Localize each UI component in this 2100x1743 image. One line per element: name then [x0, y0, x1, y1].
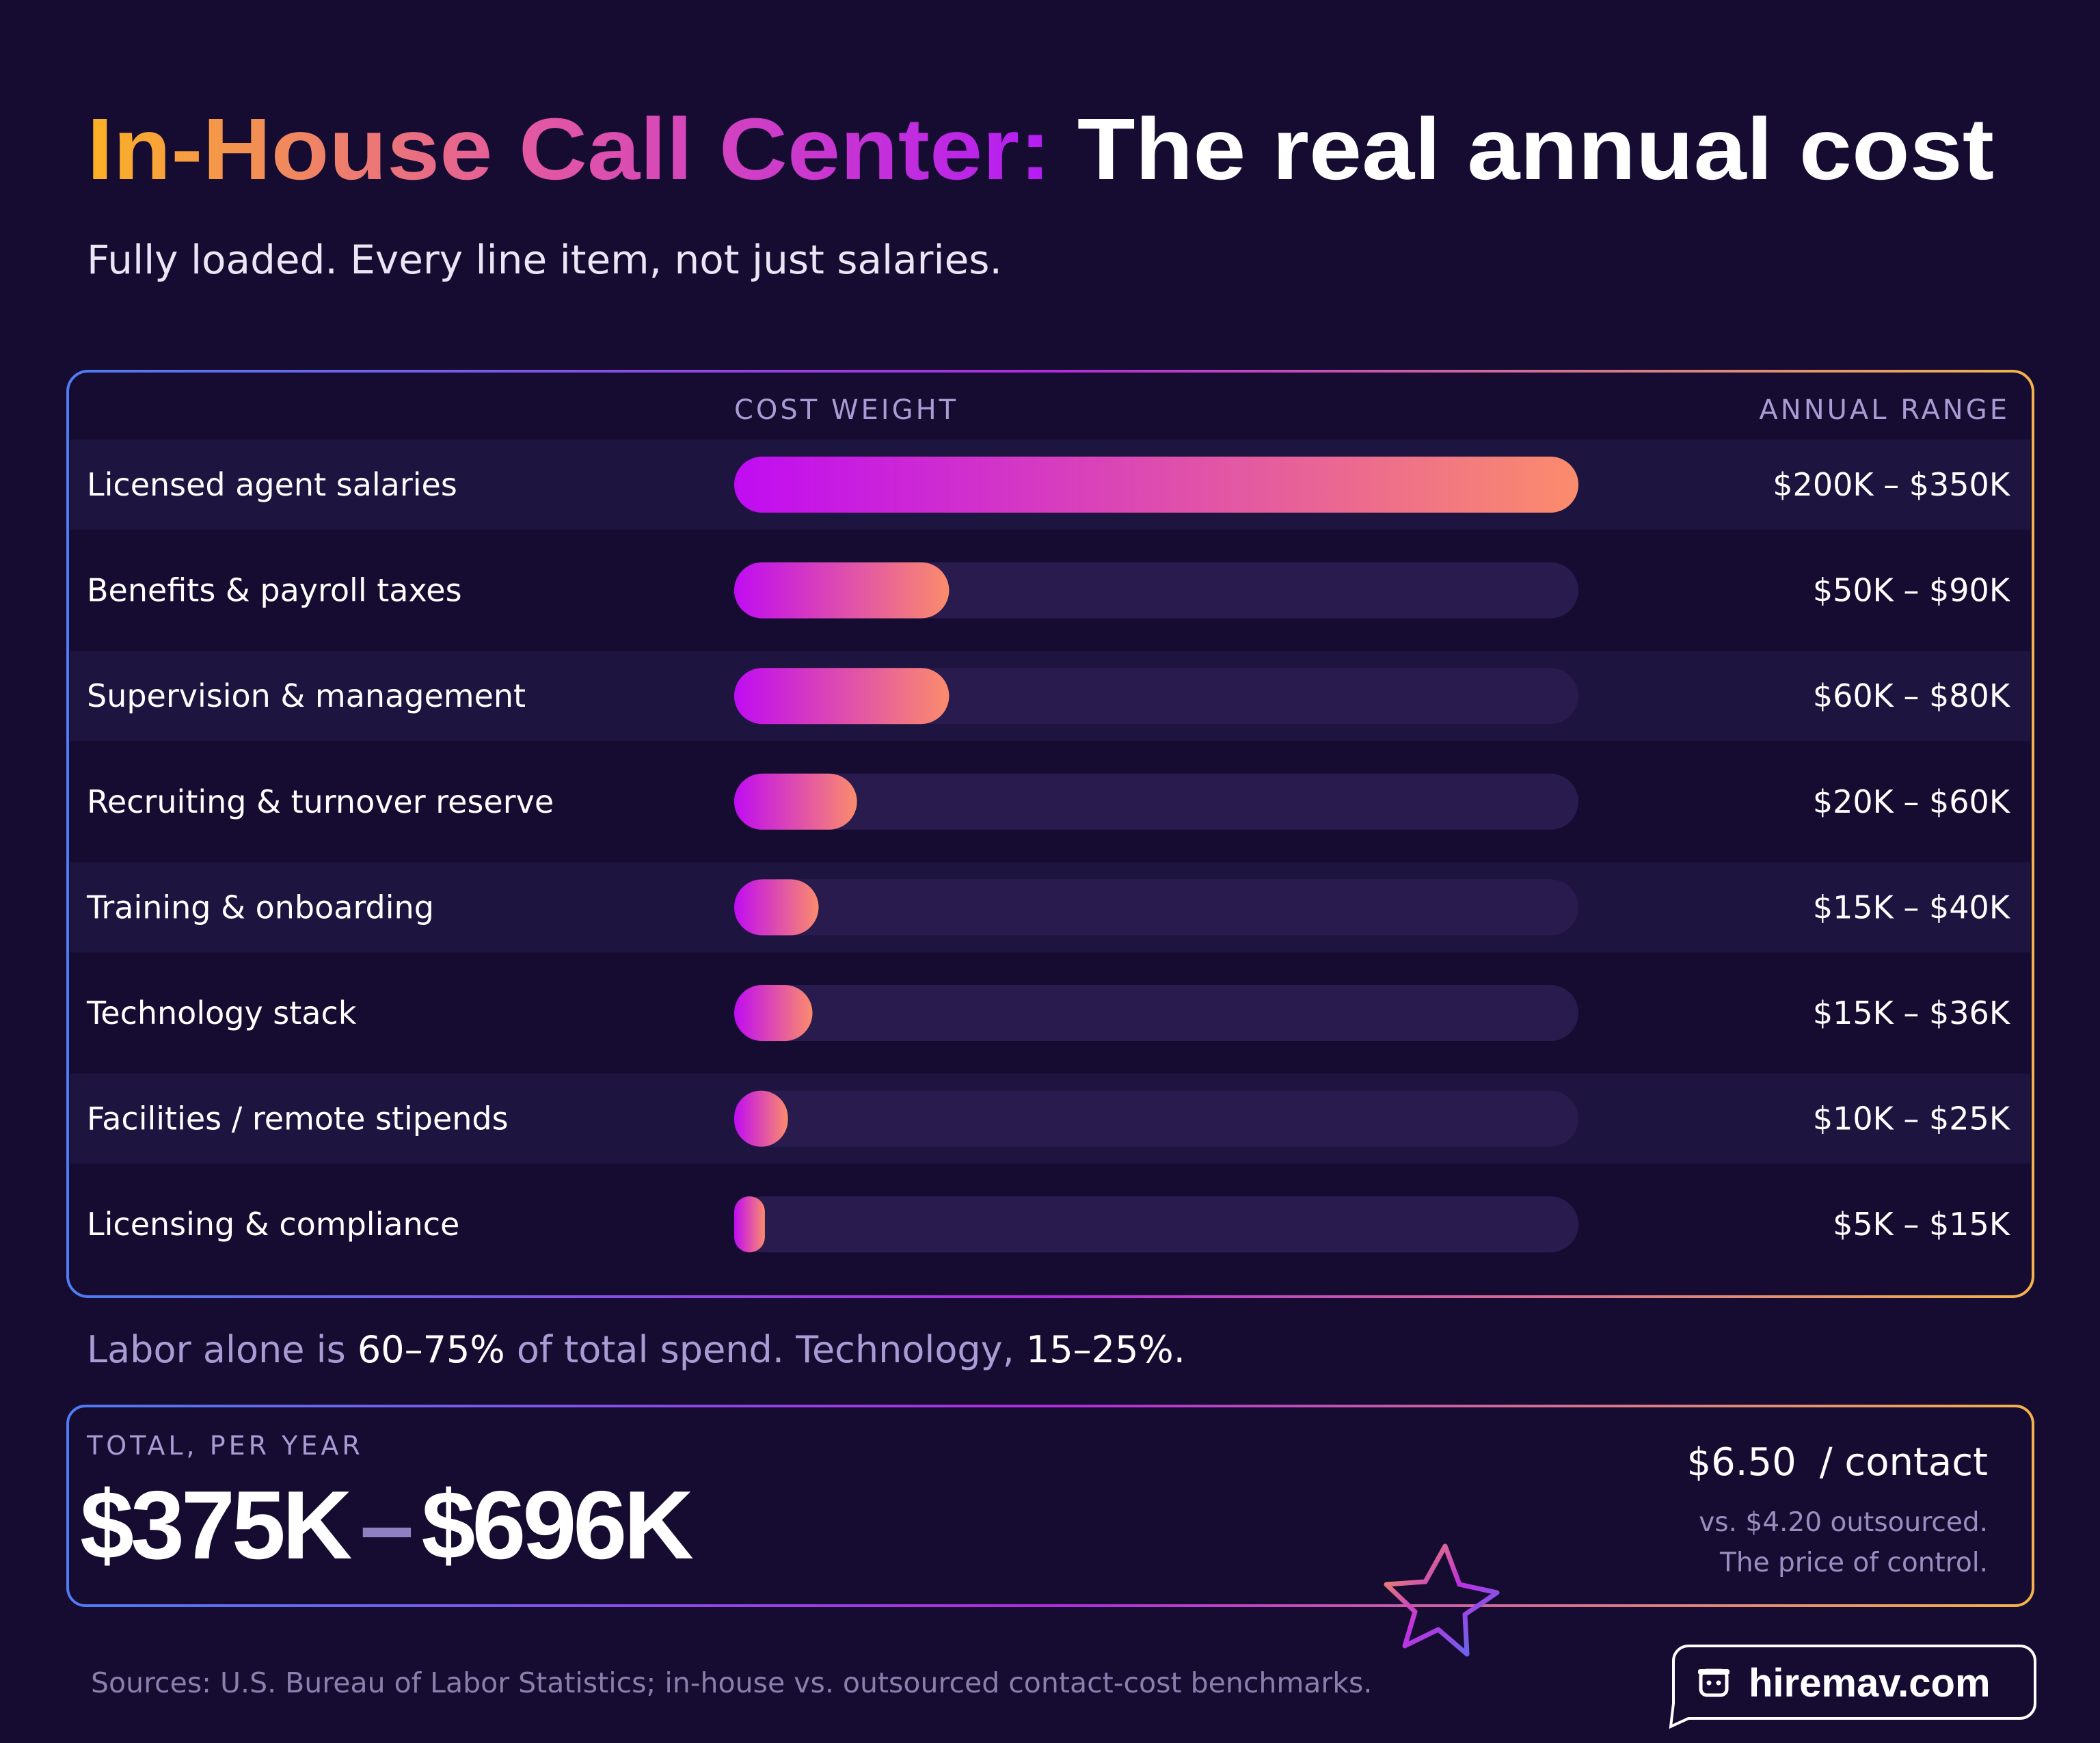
- total-low: $375K: [80, 1471, 352, 1580]
- title: In-House Call Center: The real annual co…: [87, 100, 1994, 198]
- sources: Sources: U.S. Bureau of Labor Statistics…: [91, 1666, 1372, 1699]
- row-label: Technology stack: [86, 995, 357, 1031]
- note-emphasis: 15–25%.: [1026, 1328, 1185, 1371]
- range-label: $60K – $80K: [1813, 677, 2011, 714]
- total-high: $696K: [421, 1471, 693, 1580]
- row-label: Training & onboarding: [86, 889, 434, 925]
- row-label: Licensing & compliance: [87, 1206, 459, 1243]
- tagline: The price of control.: [1719, 1548, 1988, 1578]
- note: Labor alone is 60–75% of total spend. Te…: [87, 1328, 1185, 1371]
- bar: [734, 457, 1578, 513]
- cost-value: $6.50: [1686, 1440, 1796, 1485]
- range-label: $5K – $15K: [1833, 1206, 2011, 1243]
- bar: [734, 773, 857, 830]
- row-label: Licensed agent salaries: [87, 466, 457, 503]
- note-text: Labor alone is: [87, 1328, 358, 1371]
- range-label: $10K – $25K: [1813, 1100, 2011, 1137]
- brand-badge[interactable]: [1669, 1645, 2036, 1729]
- cost-unit: / contact: [1820, 1440, 1988, 1485]
- brand[interactable]: hiremav.com: [1749, 1661, 1991, 1705]
- bar-track: [734, 1196, 1578, 1253]
- bar-header: COST WEIGHT: [734, 394, 958, 426]
- note-emphasis: 60–75%: [358, 1328, 505, 1371]
- total-frame: [66, 1405, 2034, 1607]
- bar: [734, 1090, 788, 1147]
- bar-track: [734, 879, 1578, 936]
- bar: [734, 668, 950, 725]
- table-frame: [66, 370, 2034, 1298]
- total-label: TOTAL, PER YEAR: [86, 1431, 364, 1461]
- comparison: vs. $4.20 outsourced.: [1699, 1507, 1988, 1538]
- range-label: $200K – $350K: [1773, 466, 2011, 503]
- bar: [734, 879, 819, 936]
- bar: [734, 985, 813, 1041]
- subtitle: Fully loaded. Every line item, not just …: [87, 237, 1002, 283]
- bar-track: [734, 773, 1578, 830]
- total-separator: –: [360, 1471, 411, 1580]
- bar: [734, 562, 950, 619]
- title-main: The real annual cost: [1077, 100, 1994, 198]
- bar: [734, 1196, 765, 1253]
- cost-per-contact: $6.50 / contact: [1686, 1440, 1988, 1485]
- row-label: Facilities / remote stipends: [87, 1100, 509, 1137]
- range-label: $15K – $36K: [1813, 995, 2011, 1031]
- row-label: Benefits & payroll taxes: [87, 572, 462, 609]
- bar-track: [734, 1090, 1578, 1147]
- range-header: ANNUAL RANGE: [1759, 394, 2010, 426]
- bar-track: [734, 985, 1578, 1041]
- range-label: $20K – $60K: [1813, 783, 2011, 820]
- star-icon: [1384, 1543, 1500, 1657]
- rows: Licensed agent salaries $200K – $350K Bene…: [70, 440, 2030, 1253]
- row-label: Recruiting & turnover reserve: [87, 783, 554, 820]
- title-highlight: In-House Call Center:: [87, 100, 1051, 198]
- note-text: of total spend. Technology,: [505, 1328, 1026, 1371]
- range-label: $50K – $90K: [1813, 572, 2011, 609]
- brand-icon: [1698, 1668, 1729, 1697]
- range-label: $15K – $40K: [1813, 889, 2011, 925]
- total-range: $375K – $696K: [80, 1471, 693, 1580]
- row-label: Supervision & management: [87, 677, 526, 714]
